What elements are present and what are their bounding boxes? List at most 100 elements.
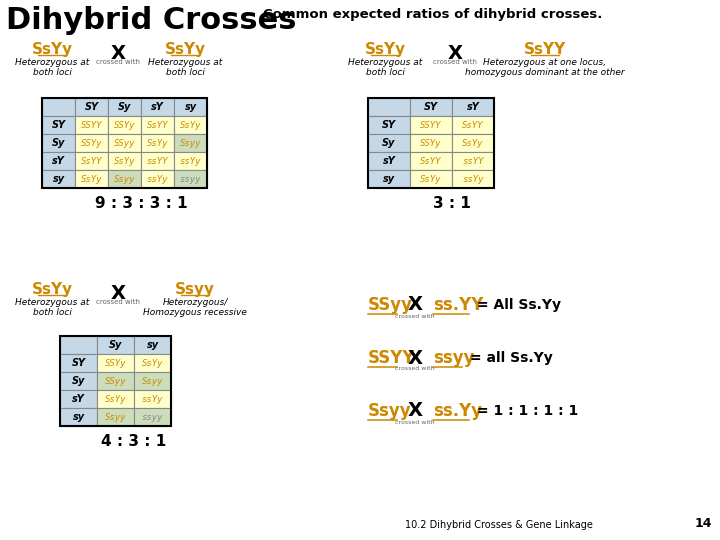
Text: SsYY: SsYY bbox=[81, 157, 102, 165]
Text: X: X bbox=[408, 295, 423, 314]
Bar bbox=[108, 134, 141, 152]
Bar bbox=[108, 170, 141, 188]
Text: Sy: Sy bbox=[52, 138, 66, 148]
Bar bbox=[60, 336, 171, 426]
Text: crossed with: crossed with bbox=[96, 59, 140, 65]
Text: 9 : 3 : 3 : 1: 9 : 3 : 3 : 1 bbox=[95, 196, 187, 211]
Text: crossed with: crossed with bbox=[96, 299, 140, 305]
Text: sy: sy bbox=[146, 340, 158, 350]
Text: Ssyy: Ssyy bbox=[180, 138, 202, 147]
Bar bbox=[42, 116, 75, 134]
Text: SSYy: SSYy bbox=[104, 359, 126, 368]
Bar bbox=[368, 116, 410, 134]
Bar bbox=[141, 170, 174, 188]
Text: SsYy: SsYy bbox=[114, 157, 135, 165]
Text: X: X bbox=[110, 44, 125, 63]
Text: ssyy: ssyy bbox=[180, 174, 202, 184]
Text: SSyy: SSyy bbox=[114, 138, 135, 147]
Text: sy: sy bbox=[73, 412, 84, 422]
Bar bbox=[410, 152, 452, 170]
Text: X: X bbox=[448, 44, 462, 63]
Bar bbox=[108, 98, 141, 116]
Bar bbox=[97, 336, 134, 354]
Text: 4 : 3 : 1: 4 : 3 : 1 bbox=[102, 434, 166, 449]
Text: X: X bbox=[110, 284, 125, 303]
Text: SsYY: SsYY bbox=[524, 42, 566, 57]
Bar bbox=[75, 170, 108, 188]
Bar bbox=[108, 152, 141, 170]
Text: Ssyy: Ssyy bbox=[175, 282, 215, 297]
Text: SsYy: SsYy bbox=[147, 138, 168, 147]
Bar bbox=[97, 354, 134, 372]
Text: SSYY: SSYY bbox=[81, 120, 102, 130]
Bar bbox=[75, 116, 108, 134]
Text: Ssyy: Ssyy bbox=[114, 174, 135, 184]
Text: SY: SY bbox=[52, 120, 66, 130]
Text: Sy: Sy bbox=[382, 138, 396, 148]
Text: SSYY: SSYY bbox=[420, 120, 442, 130]
Text: Sy: Sy bbox=[118, 102, 131, 112]
Bar bbox=[410, 170, 452, 188]
Bar bbox=[108, 116, 141, 134]
Text: sy: sy bbox=[383, 174, 395, 184]
Text: sY: sY bbox=[72, 394, 85, 404]
Text: sY: sY bbox=[52, 156, 65, 166]
Text: SsYY: SsYY bbox=[420, 157, 442, 165]
Text: crossed with: crossed with bbox=[395, 314, 435, 319]
Text: SSyy: SSyy bbox=[368, 296, 413, 314]
Text: Heterozygous at
both loci: Heterozygous at both loci bbox=[148, 58, 222, 77]
Text: SsYy: SsYy bbox=[462, 138, 484, 147]
Text: SSyy: SSyy bbox=[104, 376, 126, 386]
Text: Heterozygous at one locus,
homozygous dominant at the other: Heterozygous at one locus, homozygous do… bbox=[465, 58, 625, 77]
Text: 14: 14 bbox=[695, 517, 712, 530]
Text: SSYY: SSYY bbox=[368, 349, 415, 367]
Text: X: X bbox=[408, 402, 423, 421]
Bar bbox=[452, 98, 494, 116]
Text: SY: SY bbox=[84, 102, 99, 112]
Text: sY: sY bbox=[382, 156, 395, 166]
Bar bbox=[134, 354, 171, 372]
Text: ssyy: ssyy bbox=[142, 413, 163, 422]
Text: sy: sy bbox=[53, 174, 65, 184]
Bar bbox=[60, 354, 97, 372]
Text: sy: sy bbox=[184, 102, 197, 112]
Bar bbox=[452, 134, 494, 152]
Text: SY: SY bbox=[382, 120, 396, 130]
Text: ss.Yy: ss.Yy bbox=[433, 402, 482, 420]
Bar bbox=[97, 408, 134, 426]
Text: SSYy: SSYy bbox=[114, 120, 135, 130]
Bar bbox=[42, 170, 75, 188]
Text: sY: sY bbox=[467, 102, 480, 112]
Text: Common expected ratios of dihybrid crosses.: Common expected ratios of dihybrid cross… bbox=[263, 8, 603, 21]
Bar bbox=[134, 408, 171, 426]
Bar bbox=[410, 134, 452, 152]
Text: Ssyy: Ssyy bbox=[368, 402, 412, 420]
Bar bbox=[141, 152, 174, 170]
Text: Heterozygous/
Homozygous recessive: Heterozygous/ Homozygous recessive bbox=[143, 298, 247, 318]
Text: Heterozygous at
both loci: Heterozygous at both loci bbox=[15, 298, 89, 318]
Text: ss.YY: ss.YY bbox=[433, 296, 483, 314]
Text: crossed with: crossed with bbox=[433, 59, 477, 65]
Bar bbox=[97, 372, 134, 390]
Text: crossed with: crossed with bbox=[395, 420, 435, 424]
Text: ssyy: ssyy bbox=[433, 349, 474, 367]
Text: Ssyy: Ssyy bbox=[104, 413, 126, 422]
Bar bbox=[174, 116, 207, 134]
Text: SsYy: SsYy bbox=[164, 42, 206, 57]
Text: ssYy: ssYy bbox=[147, 174, 168, 184]
Bar bbox=[75, 98, 108, 116]
Bar bbox=[174, 98, 207, 116]
Text: SsYy: SsYy bbox=[104, 395, 126, 403]
Bar bbox=[97, 390, 134, 408]
Bar bbox=[141, 134, 174, 152]
Bar bbox=[368, 152, 410, 170]
Bar bbox=[452, 170, 494, 188]
Bar bbox=[134, 372, 171, 390]
Bar bbox=[42, 98, 75, 116]
Bar bbox=[368, 98, 494, 188]
Text: 10.2 Dihybrid Crosses & Gene Linkage: 10.2 Dihybrid Crosses & Gene Linkage bbox=[405, 520, 593, 530]
Text: SsYy: SsYy bbox=[142, 359, 163, 368]
Text: SsYY: SsYY bbox=[462, 120, 484, 130]
Bar bbox=[174, 170, 207, 188]
Text: SsYy: SsYy bbox=[32, 282, 73, 297]
